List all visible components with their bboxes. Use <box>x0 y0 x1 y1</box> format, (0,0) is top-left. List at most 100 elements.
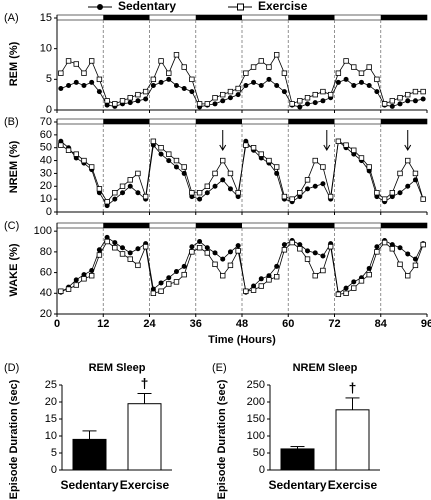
marker <box>112 245 118 251</box>
legend-label: Exercise <box>258 0 308 13</box>
marker <box>58 288 64 294</box>
marker <box>351 82 357 88</box>
y-tick-label: 150 <box>247 413 265 425</box>
marker <box>189 89 195 95</box>
marker <box>88 164 95 170</box>
marker <box>397 261 403 268</box>
y-tick-label: 200 <box>247 396 265 408</box>
marker <box>65 58 72 64</box>
dark-period <box>195 15 242 20</box>
x-tick-label: 72 <box>328 318 340 330</box>
marker <box>127 177 133 183</box>
marker <box>127 100 133 106</box>
marker <box>104 238 110 245</box>
marker <box>251 283 257 289</box>
marker <box>320 98 326 104</box>
marker <box>358 79 364 85</box>
marker <box>212 250 218 256</box>
y-tick-label: 70 <box>40 116 52 128</box>
marker <box>212 170 218 177</box>
marker <box>405 91 411 98</box>
marker <box>412 262 419 269</box>
y-tick-label: 100 <box>247 430 265 442</box>
marker <box>351 147 357 153</box>
dark-period <box>380 119 427 124</box>
marker <box>320 267 326 274</box>
marker <box>397 101 403 107</box>
marker <box>235 92 241 98</box>
marker <box>420 96 426 102</box>
marker <box>227 249 233 255</box>
marker <box>320 253 326 259</box>
marker <box>150 82 156 88</box>
marker <box>220 91 226 98</box>
marker <box>173 52 180 58</box>
marker <box>397 245 403 251</box>
marker <box>166 76 172 82</box>
marker <box>119 98 126 104</box>
marker <box>235 85 241 92</box>
marker <box>412 256 418 262</box>
marker <box>96 252 103 258</box>
marker <box>166 70 172 76</box>
marker <box>297 246 303 252</box>
dark-period <box>380 15 427 20</box>
marker <box>343 285 349 291</box>
x-tick-label: Exercise <box>120 478 170 492</box>
marker <box>412 170 419 177</box>
marker <box>196 190 203 196</box>
marker <box>227 262 234 269</box>
marker <box>212 183 218 189</box>
marker <box>196 101 203 107</box>
marker <box>220 98 226 104</box>
marker <box>197 196 203 202</box>
marker <box>389 242 395 248</box>
marker <box>212 95 218 101</box>
marker <box>96 247 102 253</box>
marker <box>274 263 280 269</box>
marker <box>358 278 365 284</box>
marker <box>343 142 349 148</box>
marker <box>327 91 334 98</box>
x-tick-label: Sedentary <box>60 478 118 492</box>
marker <box>412 177 418 183</box>
panel-label: (E) <box>212 362 227 374</box>
marker <box>250 145 257 151</box>
marker <box>250 64 257 70</box>
marker <box>204 190 210 196</box>
marker <box>104 199 110 205</box>
marker <box>166 281 172 287</box>
marker <box>173 82 179 88</box>
marker <box>297 190 303 196</box>
arrow <box>323 130 331 151</box>
y-tick-label: 100 <box>34 225 52 237</box>
y-tick-label: 20 <box>45 396 57 408</box>
marker <box>305 101 311 107</box>
marker <box>274 170 280 176</box>
marker <box>289 196 295 202</box>
marker <box>120 190 126 196</box>
marker <box>312 183 318 189</box>
bar <box>280 448 315 471</box>
arrow <box>219 130 227 151</box>
y-tick-label: 0 <box>51 464 57 476</box>
significance-mark: † <box>349 380 357 396</box>
marker <box>258 283 264 289</box>
marker <box>420 196 426 202</box>
marker <box>227 170 234 177</box>
legend-marker <box>237 3 244 11</box>
dark-period <box>288 223 335 228</box>
marker <box>274 82 280 88</box>
marker <box>405 183 411 189</box>
marker <box>227 88 234 95</box>
marker <box>374 89 380 95</box>
dark-period <box>103 223 150 228</box>
marker <box>320 181 326 187</box>
marker <box>166 275 172 281</box>
marker <box>73 61 79 67</box>
marker <box>173 157 180 164</box>
marker <box>281 89 287 95</box>
marker <box>158 280 164 286</box>
marker <box>405 157 411 164</box>
x-tick-label: 36 <box>190 318 202 330</box>
